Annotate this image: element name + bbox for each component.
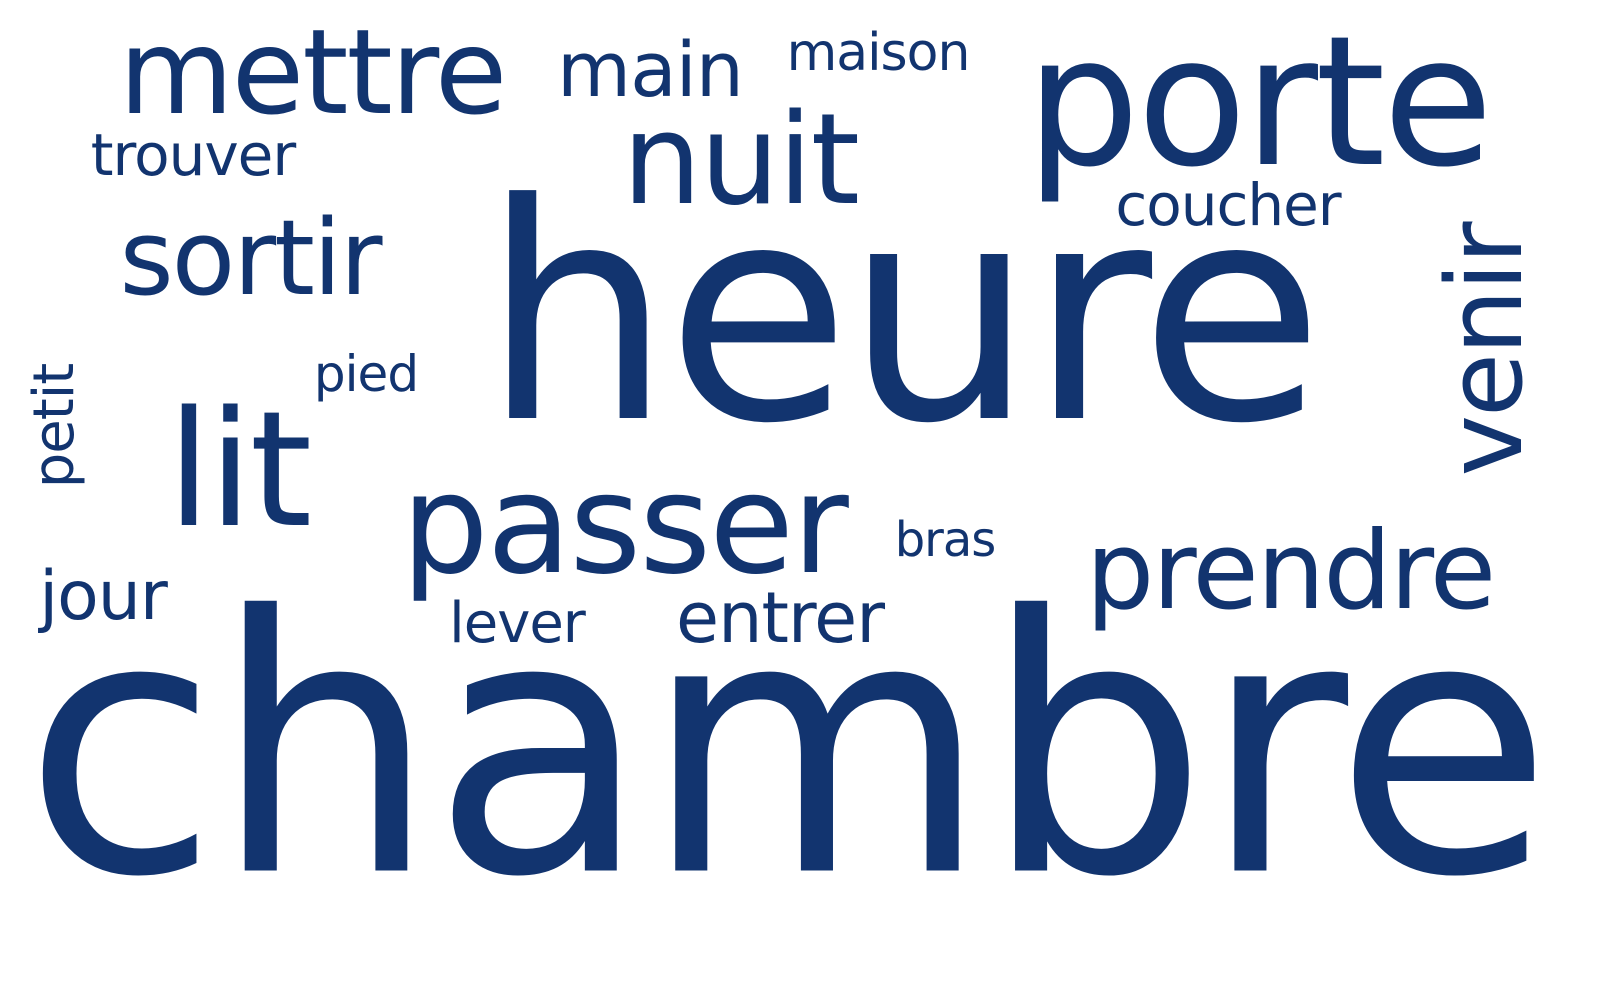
word-couher: coucher — [1115, 171, 1341, 239]
word-porte: porte — [1025, 0, 1494, 207]
word-lit: lit — [166, 376, 313, 563]
word-sortir: sortir — [119, 197, 383, 319]
word-passer: passer — [401, 444, 849, 605]
word-nuit: nuit — [621, 86, 860, 233]
word-lever: lever — [449, 591, 586, 656]
word-venir: venir — [1424, 223, 1546, 477]
word-bras: bras — [894, 512, 997, 568]
word-heure: heure — [481, 140, 1324, 489]
word-main: main — [557, 25, 744, 114]
word-petit: petit — [22, 363, 87, 489]
word-mettre: mettre — [118, 3, 508, 141]
word-chambre: chambre — [23, 540, 1552, 955]
word-pied: pied — [313, 345, 419, 403]
word-trouver: trouver — [90, 121, 296, 189]
word-jour: jour — [39, 557, 168, 636]
word-maison: maison — [786, 23, 971, 83]
word-entrer: entrer — [676, 577, 885, 659]
word-prendre: prendre — [1085, 509, 1497, 634]
